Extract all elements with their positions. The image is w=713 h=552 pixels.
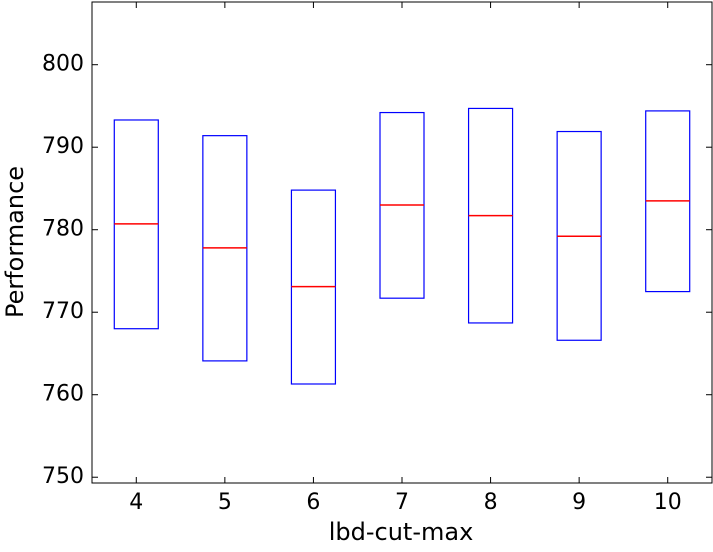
x-tick-label: 6 (306, 490, 320, 515)
y-tick-label: 790 (42, 134, 84, 159)
y-tick-label: 770 (42, 299, 84, 324)
y-tick-label: 800 (42, 52, 84, 77)
x-tick-label: 10 (654, 490, 682, 515)
x-tick-label: 4 (129, 490, 143, 515)
x-tick-label: 5 (218, 490, 232, 515)
y-tick-label: 780 (42, 217, 84, 242)
x-tick-label: 8 (484, 490, 498, 515)
x-tick-label: 9 (572, 490, 586, 515)
x-tick-label: 7 (395, 490, 409, 515)
y-tick-label: 750 (42, 464, 84, 489)
y-axis-label: Performance (1, 166, 29, 318)
y-tick-label: 760 (42, 382, 84, 407)
x-axis-label: lbd-cut-max (329, 518, 474, 546)
plot-frame (91, 1, 713, 484)
